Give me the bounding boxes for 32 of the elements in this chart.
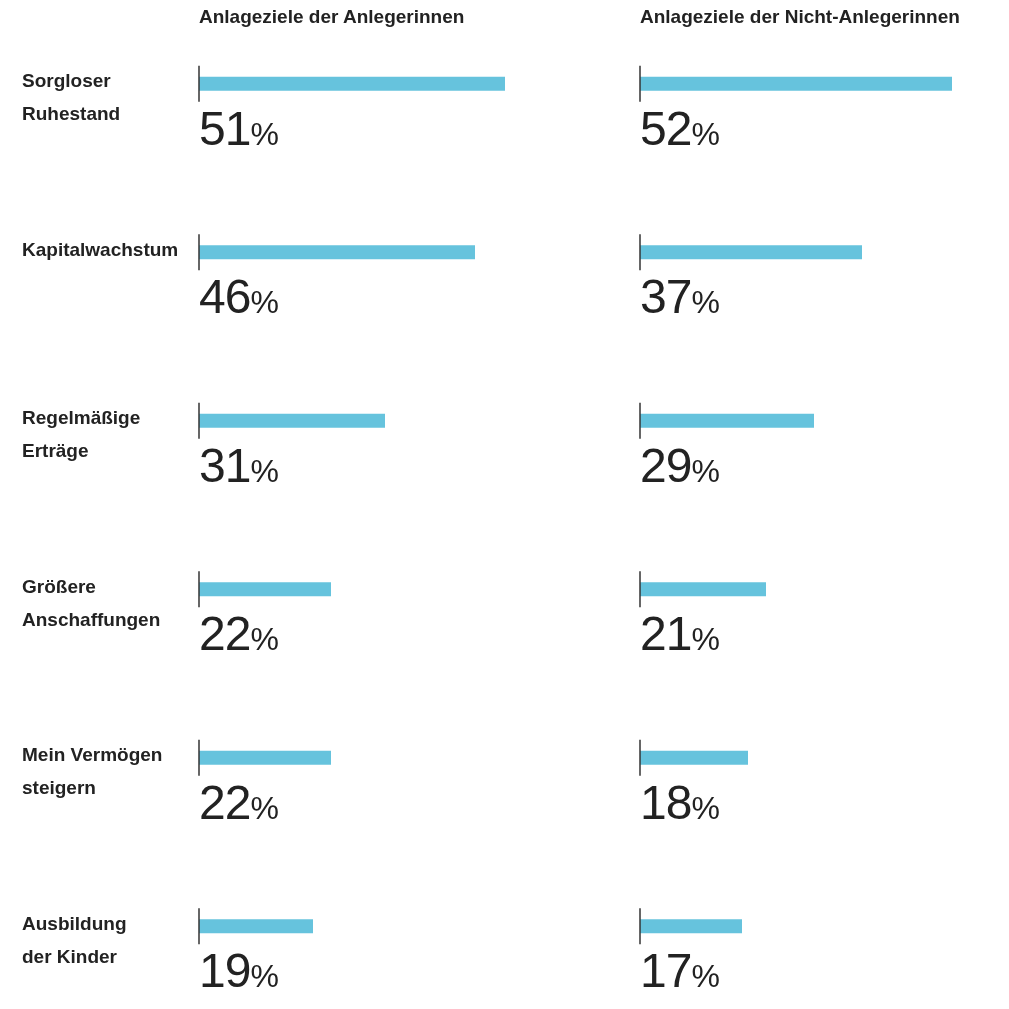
bar xyxy=(199,750,331,765)
bar xyxy=(640,245,862,260)
y-tick-label: Größere Anschaffungen xyxy=(22,575,161,630)
data-label: 31% xyxy=(199,438,279,492)
bar xyxy=(199,413,385,428)
bar xyxy=(199,919,313,934)
chart-title: Anlageziele der Anlegerinnen xyxy=(199,6,465,28)
y-tick-label: Regelmäßige Erträge xyxy=(22,407,141,461)
data-label: 52% xyxy=(640,101,720,155)
y-tick-label: Ausbildung der Kinder xyxy=(22,912,127,967)
chart-title: Anlageziele der Nicht-Anlegerinnen xyxy=(640,6,960,28)
data-label: 18% xyxy=(640,775,720,829)
data-label: 19% xyxy=(199,944,279,998)
data-label: 17% xyxy=(640,944,720,998)
y-tick-label: Kapitalwachstum xyxy=(22,238,179,260)
data-label: 22% xyxy=(199,607,279,661)
bar xyxy=(640,582,766,597)
bar xyxy=(640,413,814,428)
data-label: 46% xyxy=(199,270,279,324)
data-label: 21% xyxy=(640,607,720,661)
data-label: 29% xyxy=(640,438,720,492)
bar xyxy=(640,76,952,91)
data-label: 51% xyxy=(199,101,279,155)
y-tick-label: Mein Vermögen steigern xyxy=(22,744,163,798)
bar xyxy=(640,750,748,765)
bar xyxy=(199,76,505,91)
data-label: 22% xyxy=(199,775,279,829)
y-tick-label: Sorgloser Ruhestand xyxy=(22,70,121,124)
bar xyxy=(199,582,331,597)
bar xyxy=(199,245,475,260)
bar xyxy=(640,919,742,934)
data-label: 37% xyxy=(640,270,720,324)
